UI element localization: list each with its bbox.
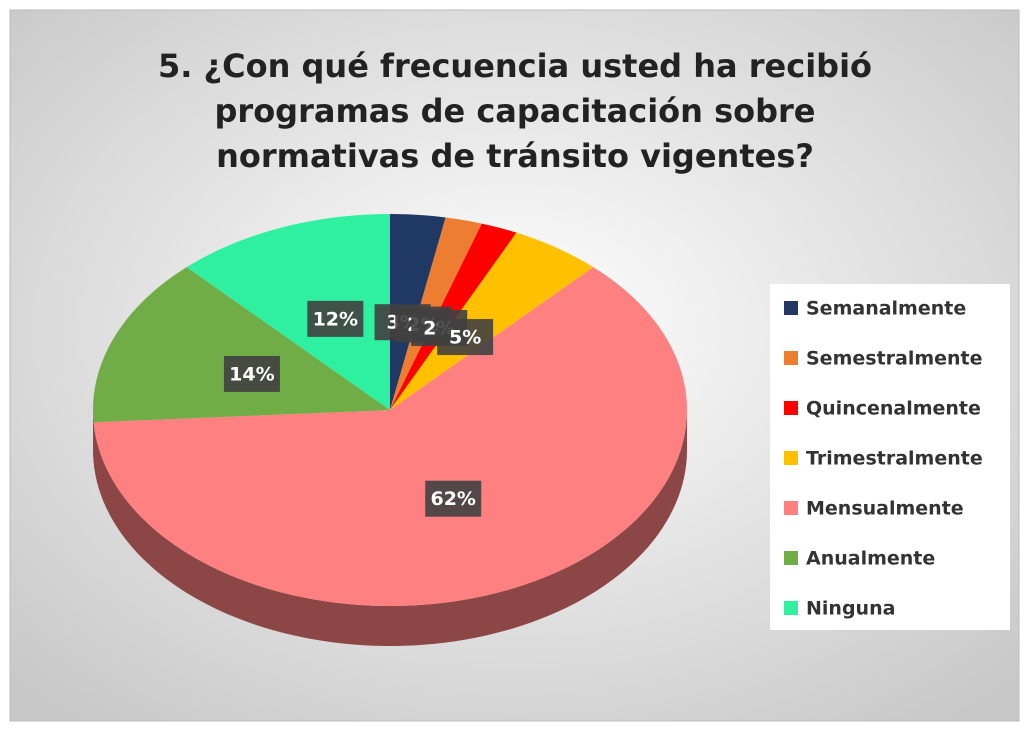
legend-swatch xyxy=(784,601,798,615)
data-label: 12% xyxy=(313,308,358,330)
legend-label: Semanalmente xyxy=(806,298,966,320)
pie-side xyxy=(93,410,94,463)
data-label: 62% xyxy=(430,488,475,510)
legend-swatch xyxy=(784,451,798,465)
legend-label: Semestralmente xyxy=(806,348,983,370)
pie-slice xyxy=(93,267,687,606)
legend-swatch xyxy=(784,351,798,365)
legend-label: Trimestralmente xyxy=(806,448,983,470)
data-label-box xyxy=(223,355,280,392)
chart-title: 5. ¿Con qué frecuencia usted ha recibió p… xyxy=(158,47,872,175)
pie-side xyxy=(93,410,687,646)
data-label-box xyxy=(307,300,364,337)
legend-box xyxy=(770,284,1010,630)
data-label: 5% xyxy=(449,327,481,349)
legend-label: Ninguna xyxy=(806,598,895,620)
legend-swatch xyxy=(784,501,798,515)
pie-slice xyxy=(93,267,390,423)
legend-swatch xyxy=(784,301,798,315)
data-label-box xyxy=(437,319,494,356)
data-label: 14% xyxy=(229,363,274,385)
legend-label: Anualmente xyxy=(806,548,935,570)
pie-slice xyxy=(186,214,390,410)
legend-swatch xyxy=(784,551,798,565)
legend-label: Mensualmente xyxy=(806,498,964,520)
data-label-box xyxy=(425,480,482,517)
legend-label: Quincenalmente xyxy=(806,398,981,420)
legend-swatch xyxy=(784,401,798,415)
